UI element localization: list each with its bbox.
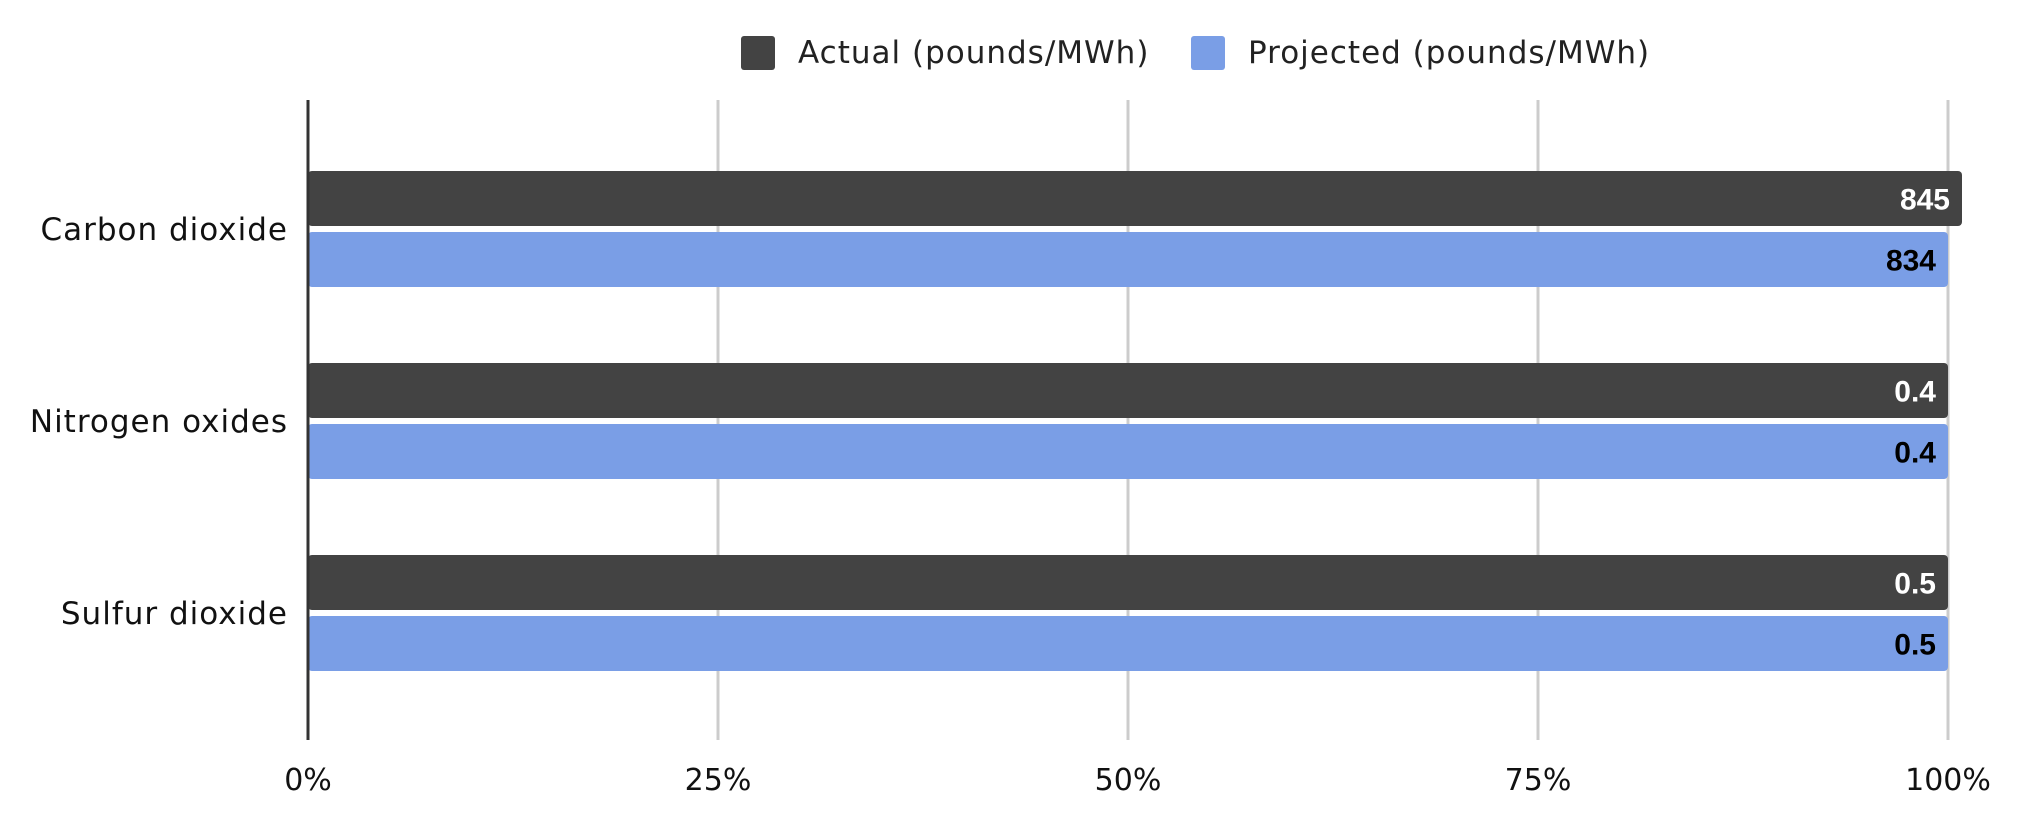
- bar-projected-pounds-mwh-carbon-dioxide: [308, 232, 1948, 287]
- x-tick-label: 75%: [1505, 763, 1572, 798]
- legend-label-actual-pounds-mwh: Actual (pounds/MWh): [798, 35, 1149, 71]
- data-labels: 845 834 0.4 0.4 0.5 0.5: [1886, 184, 1950, 662]
- bar-actual-pounds-mwh-sulfur-dioxide: [308, 555, 1948, 610]
- bar-actual-pounds-mwh-carbon-dioxide: [308, 171, 1962, 226]
- bar-projected-pounds-mwh-nitrogen-oxides: [308, 424, 1948, 479]
- data-label-projected-pounds-mwh-nitrogen-oxides: 0.4: [1894, 437, 1936, 470]
- category-label-carbon-dioxide: Carbon dioxide: [40, 212, 288, 248]
- data-label-actual-pounds-mwh-carbon-dioxide: 845: [1900, 184, 1950, 217]
- x-tick-label: 0%: [284, 763, 332, 798]
- data-label-actual-pounds-mwh-nitrogen-oxides: 0.4: [1894, 376, 1936, 409]
- legend: Actual (pounds/MWh) Projected (pounds/MWh…: [741, 35, 1650, 71]
- axes: 0% 25% 50% 75% 100% Carbon dioxide Nitrogen ox…: [30, 100, 1991, 798]
- bar-actual-pounds-mwh-nitrogen-oxides: [308, 363, 1948, 418]
- category-label-sulfur-dioxide: Sulfur dioxide: [61, 596, 288, 632]
- x-tick-label: 100%: [1905, 763, 1991, 798]
- bar-projected-pounds-mwh-sulfur-dioxide: [308, 616, 1948, 671]
- x-tick-label: 25%: [685, 763, 752, 798]
- legend-label-projected-pounds-mwh: Projected (pounds/MWh): [1248, 35, 1650, 71]
- data-label-projected-pounds-mwh-carbon-dioxide: 834: [1886, 245, 1936, 278]
- legend-swatch-actual-pounds-mwh: [741, 36, 775, 70]
- category-label-nitrogen-oxides: Nitrogen oxides: [30, 404, 288, 440]
- data-label-actual-pounds-mwh-sulfur-dioxide: 0.5: [1894, 568, 1936, 601]
- data-label-projected-pounds-mwh-sulfur-dioxide: 0.5: [1894, 629, 1936, 662]
- x-tick-label: 50%: [1095, 763, 1162, 798]
- bars: [308, 171, 1962, 671]
- legend-swatch-projected-pounds-mwh: [1191, 36, 1225, 70]
